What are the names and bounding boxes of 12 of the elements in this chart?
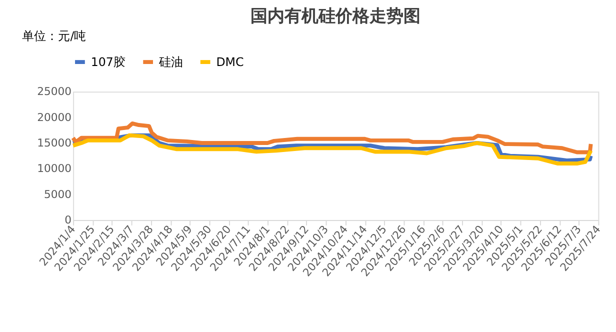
legend-label: 硅油	[158, 54, 183, 69]
line-series	[71, 122, 593, 154]
y-axis-title: 单位：元/吨	[22, 28, 86, 43]
legend-label: DMC	[216, 54, 244, 69]
y-tick-label: 10000	[37, 162, 72, 176]
y-tick-label: 20000	[37, 110, 72, 124]
y-tick-label: 15000	[37, 136, 72, 150]
y-tick-label: 0	[64, 213, 72, 226]
chart-title: 国内有机硅价格走势图	[250, 6, 421, 26]
y-tick-label: 25000	[37, 85, 72, 98]
y-tick-label: 5000	[44, 188, 72, 201]
legend-label: 107胶	[90, 54, 126, 69]
